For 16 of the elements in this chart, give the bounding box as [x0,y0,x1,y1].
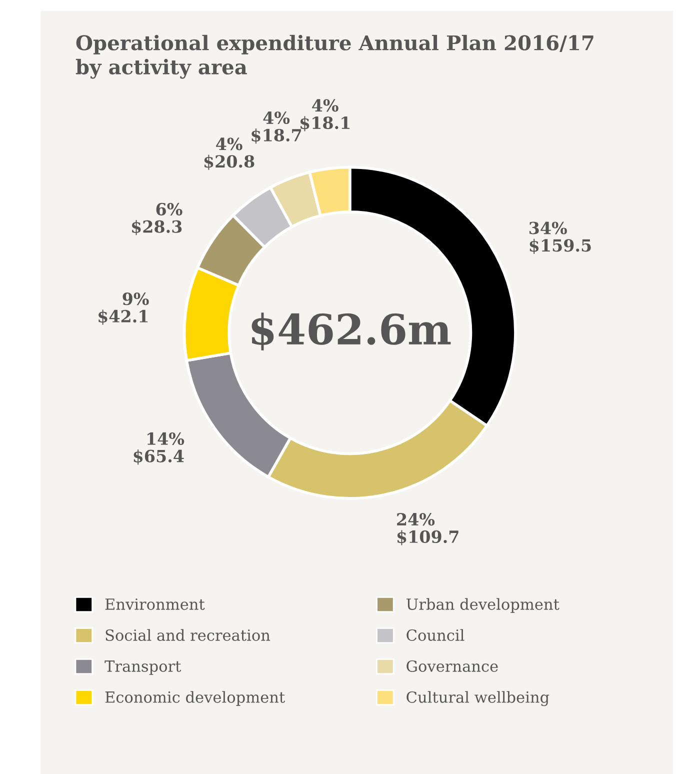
data-label: 9% $42.1 [98,292,149,325]
data-label: 24% $109.7 [397,513,458,546]
data-label: 6% $28.3 [132,202,182,236]
legend-label: Council [406,629,464,641]
text: $462.6m [252,312,451,350]
legend-label: Environment [105,598,205,610]
data-label: 14% $65.4 [134,432,184,465]
legend-label: Social and recreation [106,629,270,641]
legend-label: Cultural wellbeing [406,691,550,706]
chart-title: Operational expenditure Annual Plan 2016/17 by activity area [76,34,594,79]
legend-label: Economic development [105,691,285,706]
legend-label: Transport [104,660,182,675]
data-label: 34% $159.5 [529,222,591,254]
legend-label: Urban development [406,598,560,613]
data-label: 4% $18.1 [300,99,350,132]
legend-label: Governance [406,660,498,672]
